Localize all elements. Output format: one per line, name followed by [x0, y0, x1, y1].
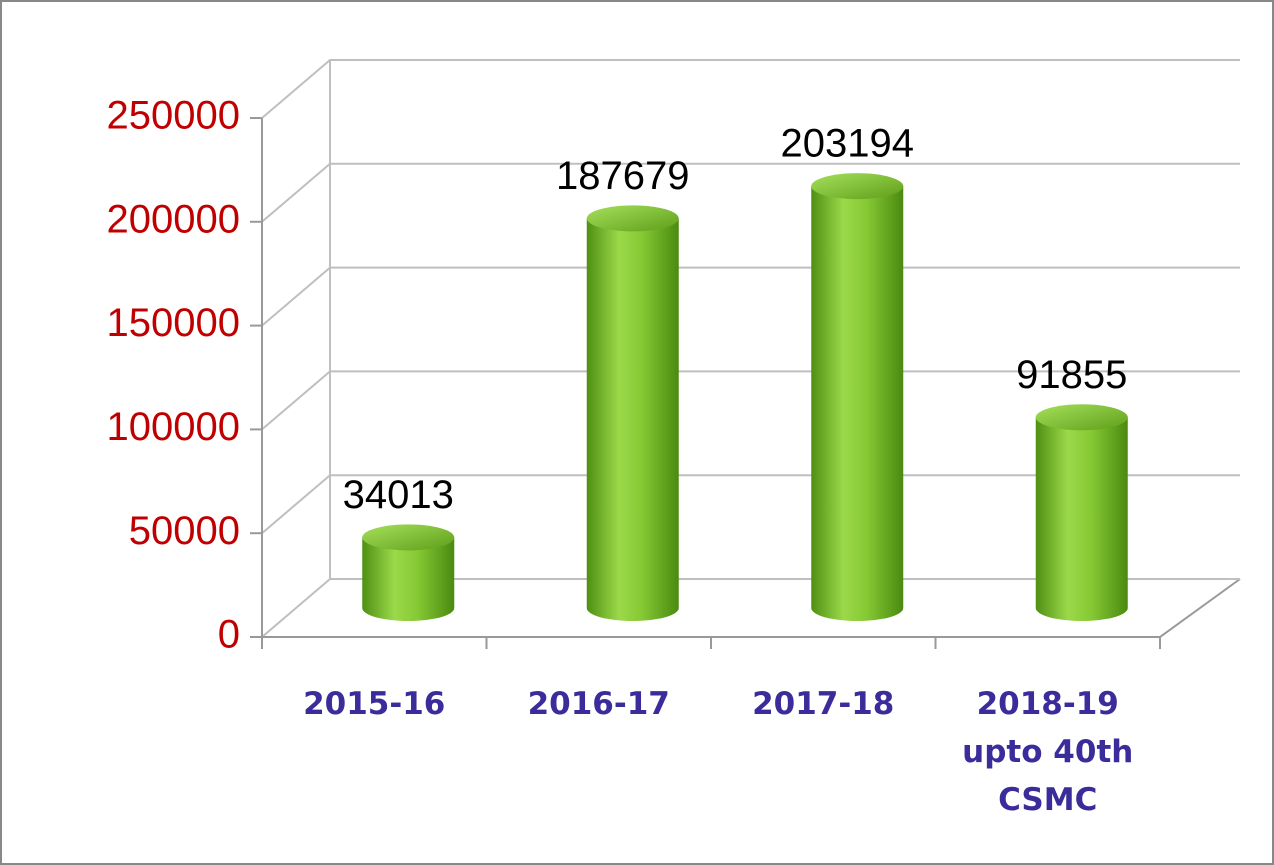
- bar-top: [362, 524, 455, 551]
- y-tick-label: 200000: [107, 197, 240, 241]
- data-label: 203194: [781, 122, 914, 166]
- y-tick-label: 100000: [107, 405, 240, 449]
- data-label: 187679: [556, 154, 689, 198]
- grid-line: [261, 578, 1240, 638]
- y-tick-label: 50000: [129, 509, 240, 553]
- bar-top: [586, 205, 679, 232]
- grid-line: [261, 474, 1240, 534]
- y-tick-label: 0: [218, 613, 240, 657]
- x-tick-label: 2017-18: [752, 686, 895, 722]
- floor-right-edge: [1159, 578, 1241, 638]
- bar: [1035, 417, 1128, 622]
- bar: [811, 186, 904, 622]
- y-tick-label: 250000: [107, 94, 240, 138]
- grid-line: [261, 370, 1240, 431]
- grid-line: [261, 266, 1240, 327]
- bar-top: [1035, 404, 1128, 431]
- grid-line: [261, 59, 1240, 119]
- data-label: 91855: [1016, 353, 1127, 397]
- y-tick-label: 150000: [107, 301, 240, 345]
- bar: [362, 537, 455, 622]
- bar-top: [811, 173, 904, 200]
- bar: [586, 218, 679, 622]
- data-label: 34013: [343, 473, 454, 517]
- x-tick-label: 2016-17: [527, 686, 670, 722]
- x-tick-label: 2015-16: [303, 686, 446, 722]
- x-tick-label: 2018-19 upto 40th CSMC: [962, 686, 1134, 818]
- grid-line: [261, 162, 1240, 223]
